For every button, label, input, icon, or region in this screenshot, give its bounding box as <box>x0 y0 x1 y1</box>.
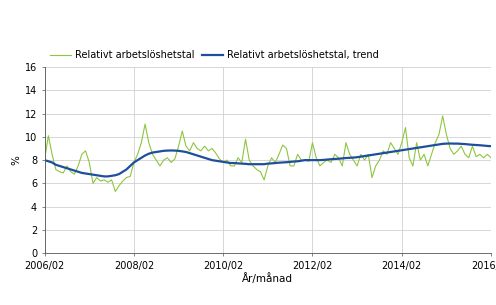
Line: Relativt arbetslöshetstal: Relativt arbetslöshetstal <box>45 116 491 192</box>
Relativt arbetslöshetstal, trend <box>235 162 241 165</box>
Relativt arbetslöshetstal, trend <box>466 143 472 146</box>
Relativt arbetslöshetstal, trend <box>324 158 330 161</box>
Relativt arbetslöshetstal <box>235 156 241 160</box>
Y-axis label: %: % <box>12 155 22 165</box>
Relativt arbetslöshetstal <box>488 156 494 160</box>
Relativt arbetslöshetstal, trend <box>86 172 92 176</box>
Relativt arbetslöshetstal, trend <box>488 144 494 148</box>
Relativt arbetslöshetstal <box>466 156 472 160</box>
Relativt arbetslöshetstal, trend <box>42 158 48 162</box>
Relativt arbetslöshetstal <box>347 152 353 156</box>
Relativt arbetslöshetstal <box>439 114 445 118</box>
Relativt arbetslöshetstal <box>42 157 48 161</box>
X-axis label: År/månad: År/månad <box>243 274 293 285</box>
Line: Relativt arbetslöshetstal, trend: Relativt arbetslöshetstal, trend <box>45 143 491 176</box>
Relativt arbetslöshetstal, trend <box>101 174 107 178</box>
Legend: Relativt arbetslöshetstal, Relativt arbetslöshetstal, trend: Relativt arbetslöshetstal, Relativt arbe… <box>50 50 379 60</box>
Relativt arbetslöshetstal <box>112 190 119 193</box>
Relativt arbetslöshetstal, trend <box>150 151 156 154</box>
Relativt arbetslöshetstal, trend <box>447 142 453 145</box>
Relativt arbetslöshetstal <box>324 158 330 162</box>
Relativt arbetslöshetstal <box>150 152 156 156</box>
Relativt arbetslöshetstal, trend <box>347 156 353 160</box>
Relativt arbetslöshetstal <box>86 161 92 164</box>
